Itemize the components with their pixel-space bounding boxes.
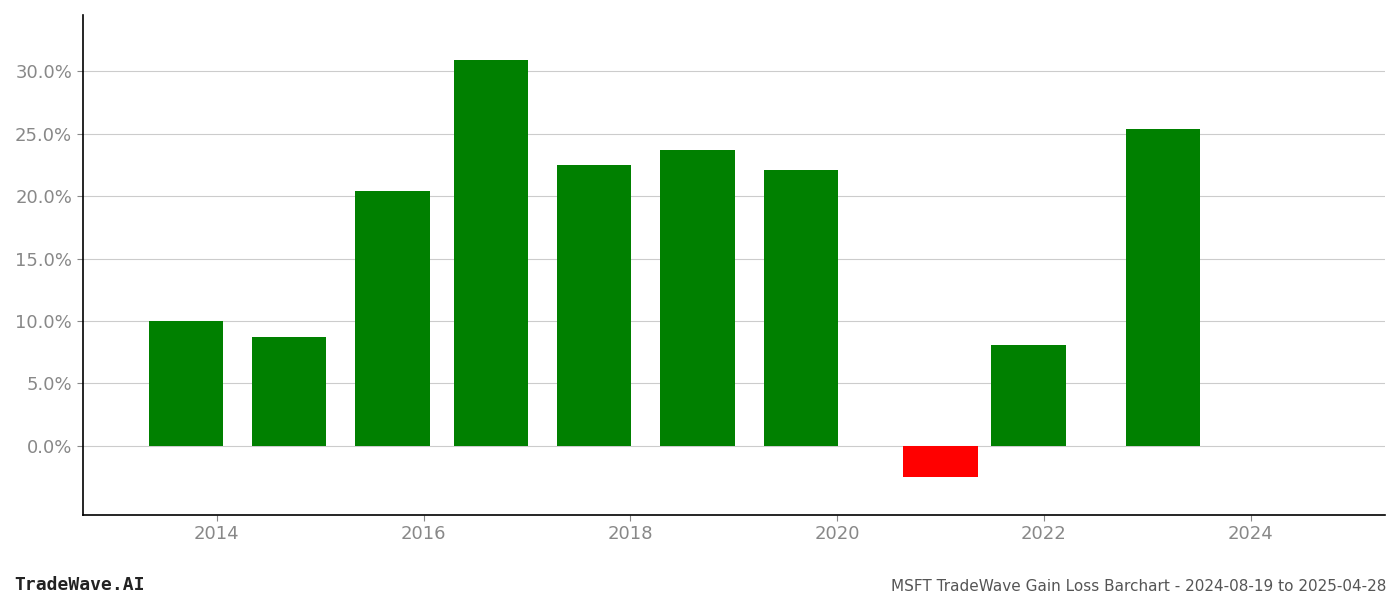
Bar (991, 345, 1065, 446)
Text: TradeWave.AI: TradeWave.AI (14, 576, 144, 594)
Text: MSFT TradeWave Gain Loss Barchart - 2024-08-19 to 2025-04-28: MSFT TradeWave Gain Loss Barchart - 2024… (890, 579, 1386, 594)
Bar (148, 321, 223, 446)
Bar (764, 170, 839, 446)
Bar (661, 150, 735, 446)
Bar (454, 60, 528, 446)
Bar (356, 191, 430, 446)
Bar (1126, 128, 1200, 446)
Bar (903, 446, 977, 477)
Bar (252, 337, 326, 446)
Bar (557, 165, 631, 446)
